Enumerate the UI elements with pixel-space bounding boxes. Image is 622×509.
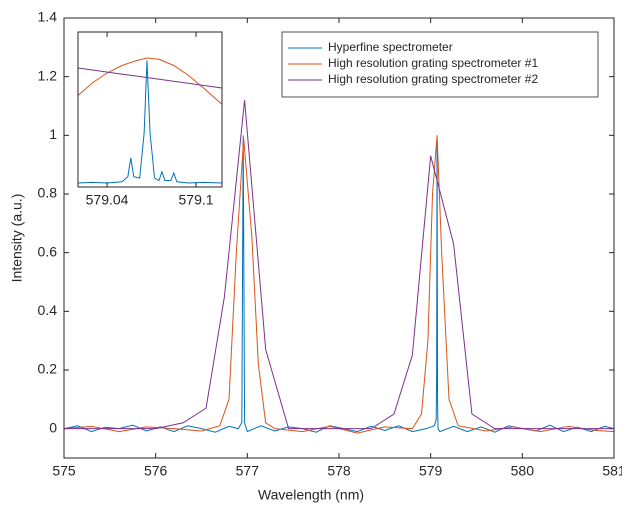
x-tick-label: 579.04 — [86, 192, 129, 208]
plot-lines — [64, 100, 614, 434]
x-tick-label: 577 — [236, 463, 260, 479]
legend-box — [281, 31, 599, 98]
y-axis-label: Intensity (a.u.) — [9, 194, 25, 283]
x-tick-label: 580 — [511, 463, 535, 479]
axes-box — [63, 17, 615, 459]
series-line — [78, 67, 222, 89]
y-tick-label: 1.4 — [38, 9, 58, 25]
inset-background — [78, 32, 222, 187]
series-line — [64, 100, 614, 430]
y-tick-label: 0.6 — [38, 243, 58, 259]
y-tick-label: 0.2 — [38, 361, 58, 377]
legend-label: High resolution grating spectrometer #2 — [328, 72, 538, 86]
series-line — [78, 57, 222, 105]
series-line — [78, 60, 222, 184]
legend-label: Hyperfine spectrometer — [328, 40, 453, 54]
x-axis-label: Wavelength (nm) — [258, 487, 364, 503]
y-tick-label: 0.4 — [38, 302, 58, 318]
y-tick-label: 1.2 — [38, 67, 58, 83]
plot-lines — [78, 57, 222, 184]
series-line — [64, 135, 614, 434]
axes-box — [77, 31, 223, 188]
x-tick-label: 576 — [144, 463, 168, 479]
x-tick-label: 578 — [327, 463, 351, 479]
x-tick-label: 581 — [602, 463, 622, 479]
x-tick-label: 579 — [419, 463, 443, 479]
legend: Hyperfine spectrometer High resolution gr… — [281, 31, 599, 98]
y-tick-label: 0.8 — [38, 185, 58, 201]
x-tick-label: 575 — [52, 463, 76, 479]
x-tick-label: 579.1 — [179, 192, 214, 208]
legend-label: High resolution grating spectrometer #1 — [328, 56, 538, 70]
y-tick-label: 0 — [49, 419, 57, 435]
y-tick-label: 1 — [49, 126, 57, 142]
